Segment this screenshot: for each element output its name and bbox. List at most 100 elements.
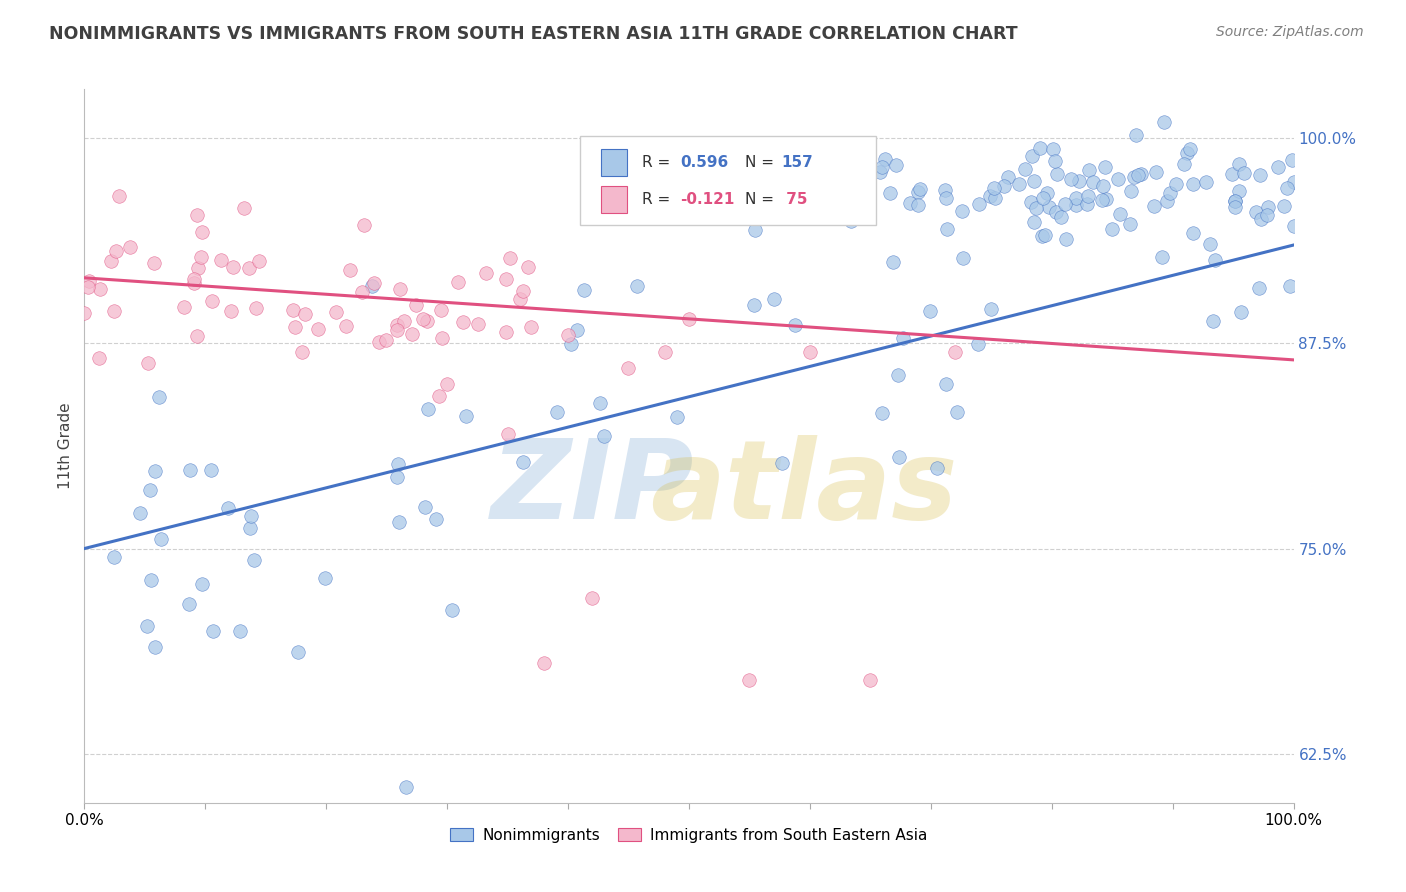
- Point: [1223, 200, 1246, 214]
- Point: [1081, 175, 1104, 189]
- Point: [441, 603, 464, 617]
- Point: [1008, 177, 1031, 191]
- Point: [183, 276, 205, 290]
- Text: atlas: atlas: [650, 435, 957, 542]
- Point: [967, 336, 990, 351]
- Point: [1123, 169, 1146, 184]
- Point: [385, 323, 408, 337]
- Point: [211, 252, 233, 267]
- Point: [335, 318, 357, 333]
- Point: [815, 180, 838, 194]
- Point: [363, 276, 385, 290]
- Point: [294, 307, 316, 321]
- Point: [447, 275, 470, 289]
- Point: [1249, 168, 1271, 182]
- Point: [882, 255, 904, 269]
- Point: [1229, 157, 1251, 171]
- Point: [499, 251, 522, 265]
- Point: [1046, 167, 1069, 181]
- Point: [287, 645, 309, 659]
- Point: [87, 351, 110, 365]
- Point: [1022, 174, 1045, 188]
- Text: R =: R =: [641, 154, 675, 169]
- Point: [430, 331, 453, 345]
- Point: [1043, 154, 1066, 169]
- Point: [395, 780, 418, 794]
- Point: [339, 262, 361, 277]
- Point: [626, 279, 648, 293]
- Point: [908, 182, 931, 196]
- Point: [593, 429, 616, 443]
- Point: [839, 214, 862, 228]
- Point: [1126, 168, 1149, 182]
- Point: [405, 298, 427, 312]
- Legend: Nonimmigrants, Immigrants from South Eastern Asia: Nonimmigrants, Immigrants from South Eas…: [444, 822, 934, 848]
- Point: [108, 189, 131, 203]
- Point: [907, 186, 929, 200]
- Point: [872, 160, 894, 174]
- Point: [1025, 202, 1047, 216]
- Point: [533, 657, 555, 671]
- Point: [416, 401, 439, 416]
- FancyBboxPatch shape: [581, 136, 876, 225]
- Point: [738, 673, 761, 687]
- Point: [186, 208, 208, 222]
- Point: [387, 457, 409, 471]
- Point: [229, 624, 252, 638]
- Point: [1021, 149, 1043, 163]
- Point: [1275, 180, 1298, 194]
- Point: [1173, 157, 1195, 171]
- Point: [979, 188, 1001, 202]
- Point: [139, 483, 162, 497]
- Bar: [600, 149, 627, 176]
- Point: [1038, 201, 1060, 215]
- Point: [73, 306, 96, 320]
- Point: [1045, 204, 1067, 219]
- Point: [1050, 211, 1073, 225]
- Point: [416, 314, 439, 328]
- Point: [946, 405, 969, 419]
- Point: [980, 302, 1002, 317]
- Point: [546, 405, 568, 419]
- Point: [451, 315, 474, 329]
- Point: [1064, 191, 1087, 205]
- Point: [191, 576, 214, 591]
- Point: [1031, 229, 1053, 244]
- Point: [509, 292, 531, 306]
- Point: [1278, 278, 1301, 293]
- Point: [314, 571, 336, 585]
- Point: [222, 260, 245, 274]
- Point: [475, 266, 498, 280]
- Point: [247, 253, 270, 268]
- Point: [1222, 167, 1244, 181]
- Point: [103, 304, 125, 318]
- Point: [1029, 141, 1052, 155]
- Point: [1156, 194, 1178, 208]
- Point: [173, 300, 195, 314]
- Point: [1181, 177, 1204, 191]
- Point: [935, 376, 957, 391]
- Text: 157: 157: [780, 154, 813, 169]
- Text: ZIP: ZIP: [491, 435, 695, 542]
- Point: [143, 464, 166, 478]
- Text: NONIMMIGRANTS VS IMMIGRANTS FROM SOUTH EASTERN ASIA 11TH GRADE CORRELATION CHART: NONIMMIGRANTS VS IMMIGRANTS FROM SOUTH E…: [49, 25, 1018, 43]
- Point: [217, 500, 239, 515]
- Point: [179, 597, 201, 611]
- Point: [1159, 186, 1181, 200]
- Point: [879, 186, 901, 200]
- Point: [1036, 186, 1059, 200]
- Point: [1076, 196, 1098, 211]
- Point: [392, 314, 415, 328]
- Point: [581, 591, 603, 605]
- Text: R =: R =: [641, 192, 675, 207]
- Point: [1091, 193, 1114, 207]
- Point: [1024, 214, 1046, 228]
- Point: [1109, 207, 1132, 221]
- Point: [281, 303, 304, 318]
- Point: [762, 292, 785, 306]
- Point: [742, 297, 765, 311]
- Point: [1175, 146, 1198, 161]
- Point: [307, 321, 329, 335]
- Point: [89, 282, 111, 296]
- Point: [413, 500, 436, 514]
